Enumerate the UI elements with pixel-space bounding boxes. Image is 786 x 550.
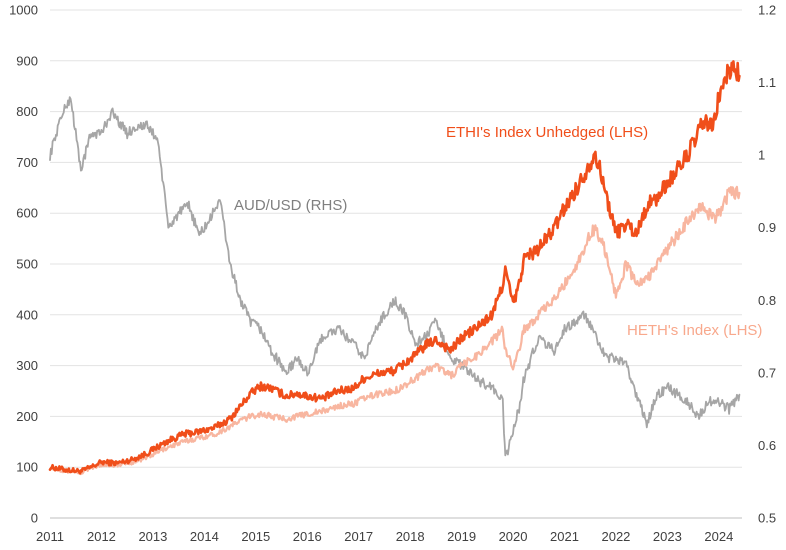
x-tick-label: 2023 — [653, 529, 682, 544]
series-line-heth — [48, 185, 741, 476]
y-left-tick-label: 100 — [16, 460, 38, 475]
x-tick-label: 2021 — [550, 529, 579, 544]
x-tick-label: 2015 — [241, 529, 270, 544]
y-right-tick-label: 0.8 — [758, 293, 776, 308]
x-tick-label: 2020 — [499, 529, 528, 544]
x-tick-label: 2024 — [704, 529, 733, 544]
left-axis: 0 100 200 300 400 500 600 700 800 900 1000 — [9, 3, 38, 526]
series-lines — [48, 60, 741, 476]
y-right-tick-label: 1.2 — [758, 3, 776, 18]
annotation-heth: HETH's Index (LHS) — [627, 322, 762, 339]
y-left-tick-label: 400 — [16, 307, 38, 322]
x-tick-label: 2011 — [36, 529, 64, 544]
series-line-ethi — [48, 60, 741, 475]
y-right-tick-label: 0.7 — [758, 365, 776, 380]
gridlines — [50, 9, 742, 519]
annotations: ETHI's Index Unhedged (LHS) AUD/USD (RHS… — [234, 124, 762, 339]
y-left-tick-label: 500 — [16, 257, 38, 272]
x-axis: 2011 2012 2013 2014 2015 2016 2017 2018 2019 2020… — [36, 529, 733, 544]
series-line-aud-usd — [49, 96, 741, 457]
y-right-tick-label: 0.5 — [758, 511, 776, 526]
annotation-aud-usd: AUD/USD (RHS) — [234, 197, 347, 214]
x-tick-label: 2016 — [293, 529, 322, 544]
x-tick-label: 2013 — [138, 529, 167, 544]
x-tick-label: 2019 — [447, 529, 476, 544]
y-right-tick-label: 0.6 — [758, 438, 776, 453]
y-left-tick-label: 800 — [16, 104, 38, 119]
x-tick-label: 2018 — [396, 529, 425, 544]
x-tick-label: 2014 — [190, 529, 219, 544]
right-axis: 0.5 0.6 0.7 0.8 0.9 1 1.1 1.2 — [758, 3, 776, 526]
x-tick-label: 2022 — [601, 529, 630, 544]
y-left-tick-label: 900 — [16, 53, 38, 68]
annotation-ethi: ETHI's Index Unhedged (LHS) — [446, 124, 648, 141]
y-left-tick-label: 1000 — [9, 3, 38, 18]
y-right-tick-label: 1 — [758, 148, 765, 163]
y-right-tick-label: 1.1 — [758, 75, 776, 90]
y-left-tick-label: 0 — [31, 511, 38, 526]
y-left-tick-label: 300 — [16, 358, 38, 373]
y-left-tick-label: 700 — [16, 155, 38, 170]
y-left-tick-label: 600 — [16, 206, 38, 221]
y-right-tick-label: 0.9 — [758, 220, 776, 235]
x-tick-label: 2012 — [87, 529, 116, 544]
x-tick-label: 2017 — [344, 529, 373, 544]
y-left-tick-label: 200 — [16, 409, 38, 424]
